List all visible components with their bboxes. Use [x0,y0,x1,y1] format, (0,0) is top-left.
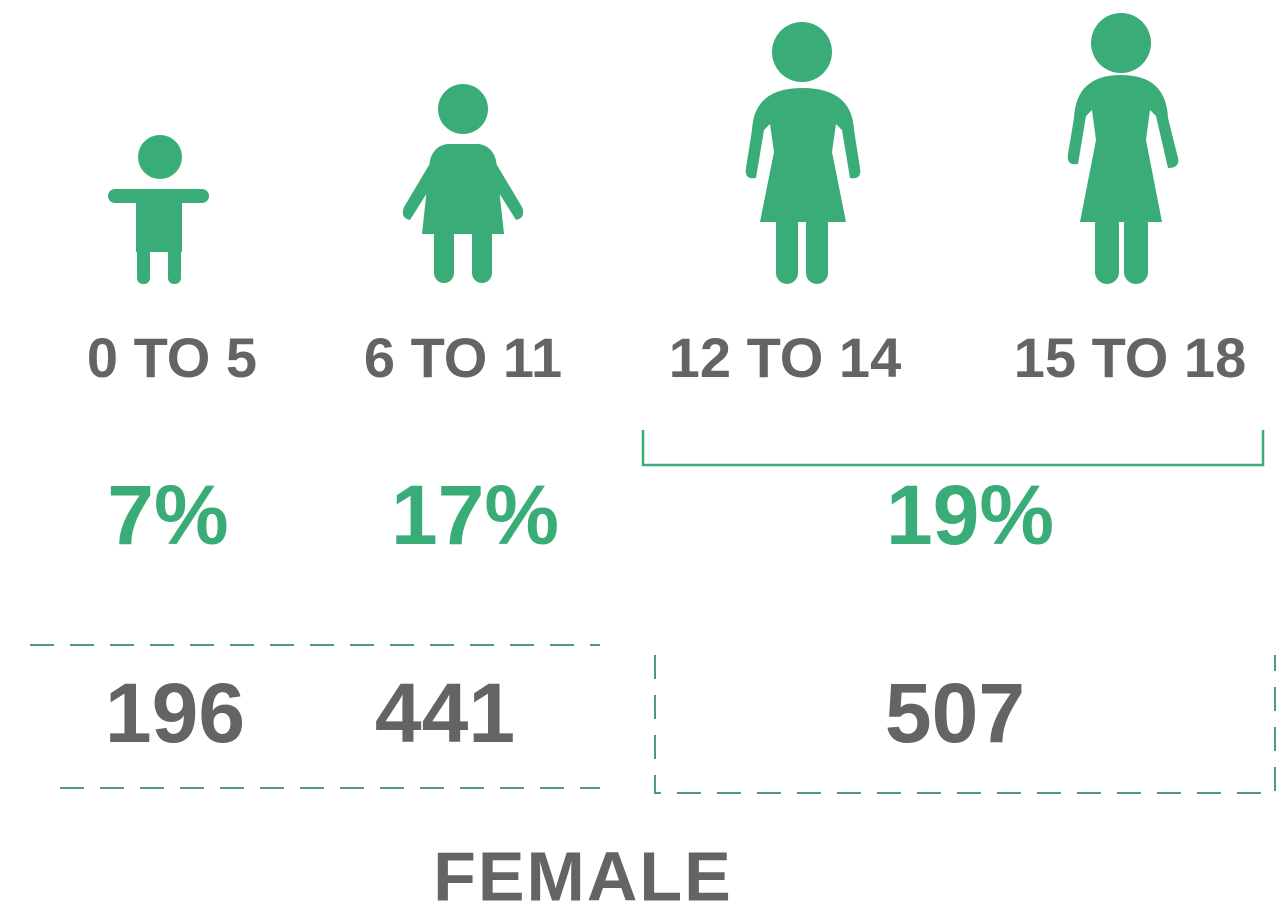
age-label: 12 TO 14 [669,326,901,389]
dashed-box [654,655,1276,794]
age-label: 6 TO 11 [364,326,562,389]
bracket [641,430,1265,467]
icon-woman [1067,13,1179,284]
icon-girl [402,84,524,283]
age-label: 15 TO 18 [1014,326,1246,389]
percentage: 19% [886,468,1054,562]
icon-teen [745,22,861,284]
percentage: 17% [391,468,559,562]
percentage: 7% [107,468,228,562]
count: 441 [375,666,515,760]
icon-toddler [108,135,209,284]
gender-label: FEMALE [433,837,733,915]
count: 196 [105,666,245,760]
age-label: 0 TO 5 [87,326,257,389]
count: 507 [885,666,1025,760]
